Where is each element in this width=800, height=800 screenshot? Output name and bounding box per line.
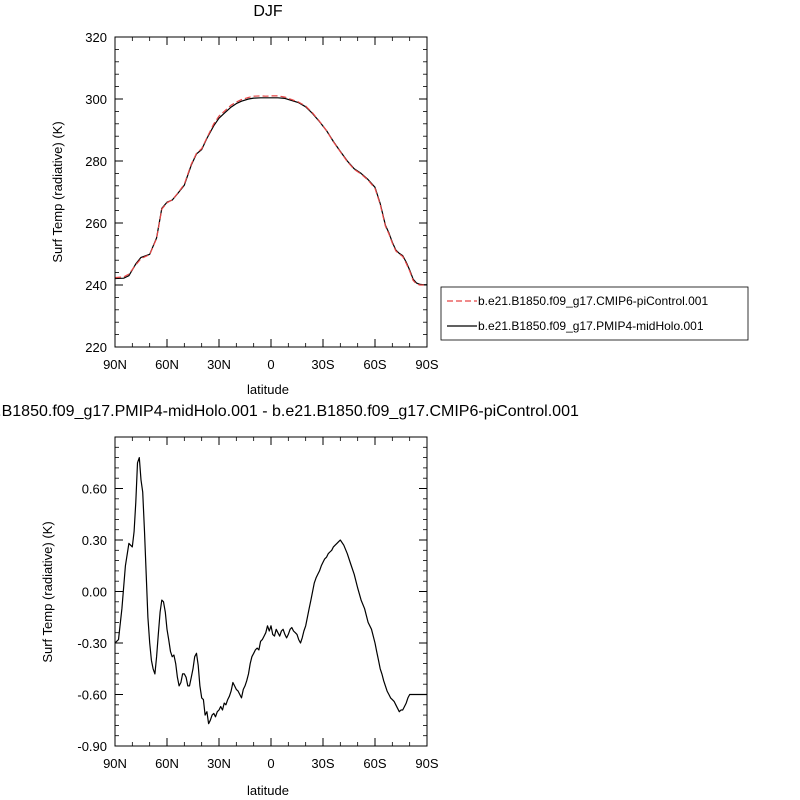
x-tick-label: 60N (155, 756, 179, 771)
y-tick-label: 0.00 (82, 585, 107, 600)
x-tick-label: 30S (311, 357, 334, 372)
y-tick-label: 260 (85, 216, 107, 231)
top-panel: DJF 90N 60N 30N 0 30S 60S 90S 220 240 260 280 300 32… (50, 3, 439, 397)
y-tick-label: -0.30 (77, 636, 107, 651)
x-tick-label: 30S (311, 756, 334, 771)
legend-entry-midholo: b.e21.B1850.f09_g17.PMIP4-midHolo.001 (478, 319, 704, 333)
x-tick-label: 90S (415, 756, 438, 771)
y-tick-label: 320 (85, 30, 107, 45)
x-tick-label: 0 (267, 756, 274, 771)
series-line-0-0 (114, 95, 427, 286)
bottom-panel-title: b.e21.B1850.f09_g17.PMIP4-midHolo.001 - … (0, 403, 579, 420)
top-plot-frame (114, 36, 428, 348)
top-plot-area: 90N 60N 30N 0 30S 60S 90S 220 240 260 280 300 320 (85, 30, 439, 372)
bottom-panel: b.e21.B1850.f09_g17.PMIP4-midHolo.001 - … (0, 403, 579, 798)
y-tick-label: 300 (85, 92, 107, 107)
series-line-0-1 (114, 97, 427, 286)
legend: b.e21.B1850.f09_g17.CMIP6-piControl.001 … (440, 286, 749, 341)
bottom-plot-frame (114, 436, 428, 747)
top-y-axis-label: Surf Temp (radiative) (K) (50, 121, 65, 262)
y-tick-label: -0.90 (77, 739, 107, 754)
y-tick-label: 240 (85, 278, 107, 293)
bottom-x-axis-label: latitude (247, 783, 289, 798)
x-tick-label: 90N (103, 357, 127, 372)
legend-entry-picontrol: b.e21.B1850.f09_g17.CMIP6-piControl.001 (478, 294, 708, 308)
y-tick-label: 0.30 (82, 533, 107, 548)
y-tick-label: 220 (85, 340, 107, 355)
x-tick-label: 60S (363, 756, 386, 771)
x-tick-label: 30N (207, 756, 231, 771)
top-panel-title: DJF (253, 3, 283, 20)
bottom-y-axis-label: Surf Temp (radiative) (K) (40, 521, 55, 662)
x-tick-label: 90N (103, 756, 127, 771)
y-tick-label: 0.60 (82, 482, 107, 497)
x-tick-label: 90S (415, 357, 438, 372)
y-tick-label: 280 (85, 154, 107, 169)
x-tick-label: 30N (207, 357, 231, 372)
x-tick-label: 60S (363, 357, 386, 372)
x-tick-label: 0 (267, 357, 274, 372)
x-tick-label: 60N (155, 357, 179, 372)
bottom-plot-area: 90N 60N 30N 0 30S 60S 90S -0.90 -0.60 -0.30 0.00 0.… (77, 437, 439, 771)
legend-box (440, 286, 749, 341)
y-tick-label: -0.60 (77, 688, 107, 703)
series-line-1-0 (114, 457, 427, 725)
top-x-axis-label: latitude (247, 382, 289, 397)
